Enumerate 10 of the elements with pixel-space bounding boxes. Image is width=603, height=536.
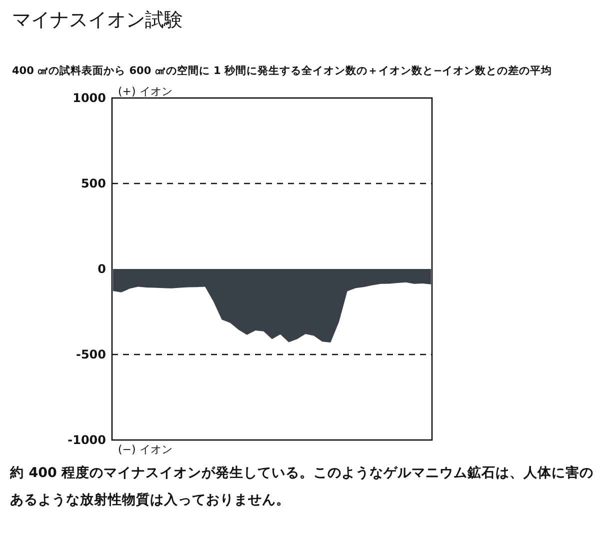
y-tick-label: -500 [76, 348, 106, 362]
text: (−) イオン [118, 443, 172, 456]
y-tick-label: 1000 [72, 91, 106, 106]
y-tick-label: -1000 [68, 433, 106, 448]
y-tick-label: 500 [80, 176, 106, 191]
chart-subtitle: 400 ㎠の試料表面から 600 ㎠の空間に 1 秒間に発生する全イオン数の＋イオン数と−イオン数との差の平均 [12, 64, 552, 77]
text: 約 400 程度のマイナスイオンが発生している。このようなゲルマニウム鉱石は、人体に害のあるような放射性物質は入っておりません。 [10, 464, 595, 510]
y-tick-label: 0 [98, 262, 106, 276]
chart-title: マイナスイオン試験 [12, 9, 183, 31]
annotation: (+) イオン [118, 85, 172, 98]
